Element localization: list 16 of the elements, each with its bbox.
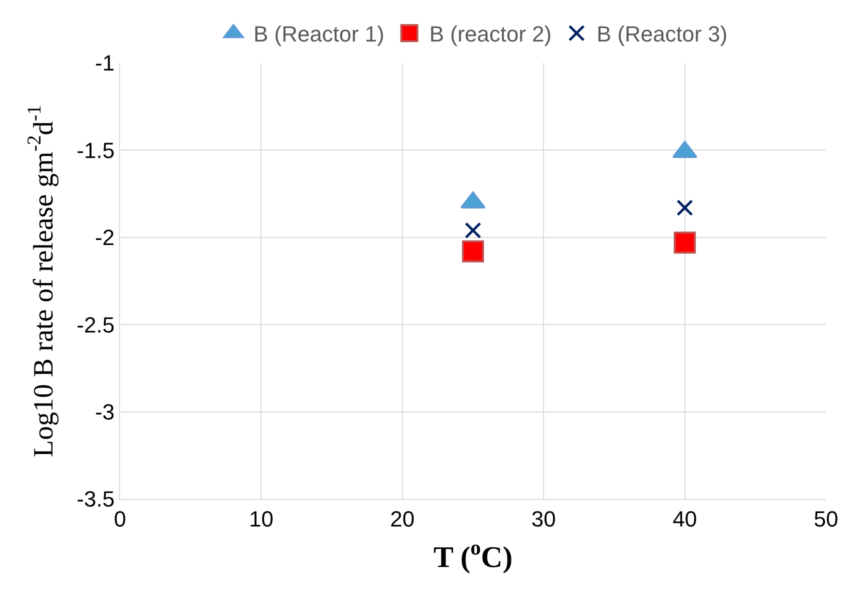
legend-label: B (Reactor 1)	[254, 22, 384, 47]
legend-label: B (reactor 2)	[429, 22, 552, 47]
y-tick-label: -3	[95, 400, 115, 424]
x-tick-label: 0	[114, 506, 126, 532]
x-tick-label: 20	[390, 506, 415, 532]
x-tick-label: 50	[814, 506, 838, 532]
y-tick-label: -3.5	[76, 486, 115, 512]
x-axis-title: T ($^{o}$C)	[433, 535, 513, 574]
y-tick-label: -1.5	[76, 138, 115, 163]
legend-label: B (Reactor 3)	[596, 22, 728, 47]
x-tick-label: 10	[248, 506, 274, 532]
y-tick-label: -2.5	[76, 312, 115, 338]
y-tick-label: -1	[95, 50, 115, 76]
x-tick-label: 30	[531, 506, 556, 532]
x-tick-label: 40	[672, 506, 698, 532]
y-tick-label: -2	[95, 225, 115, 250]
